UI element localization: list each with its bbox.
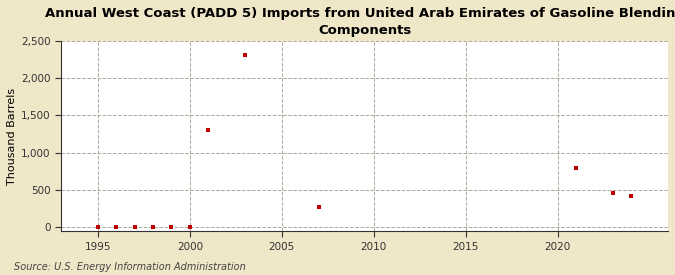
Point — [608, 191, 618, 195]
Text: Source: U.S. Energy Information Administration: Source: U.S. Energy Information Administ… — [14, 262, 245, 272]
Point — [184, 224, 195, 229]
Title: Annual West Coast (PADD 5) Imports from United Arab Emirates of Gasoline Blendin: Annual West Coast (PADD 5) Imports from … — [45, 7, 675, 37]
Point — [148, 224, 159, 229]
Point — [570, 166, 581, 170]
Point — [166, 225, 177, 229]
Point — [626, 194, 637, 199]
Point — [240, 53, 250, 57]
Point — [313, 205, 324, 210]
Point — [111, 224, 122, 229]
Point — [203, 128, 214, 133]
Y-axis label: Thousand Barrels: Thousand Barrels — [7, 87, 17, 185]
Point — [130, 224, 140, 229]
Point — [92, 225, 103, 229]
